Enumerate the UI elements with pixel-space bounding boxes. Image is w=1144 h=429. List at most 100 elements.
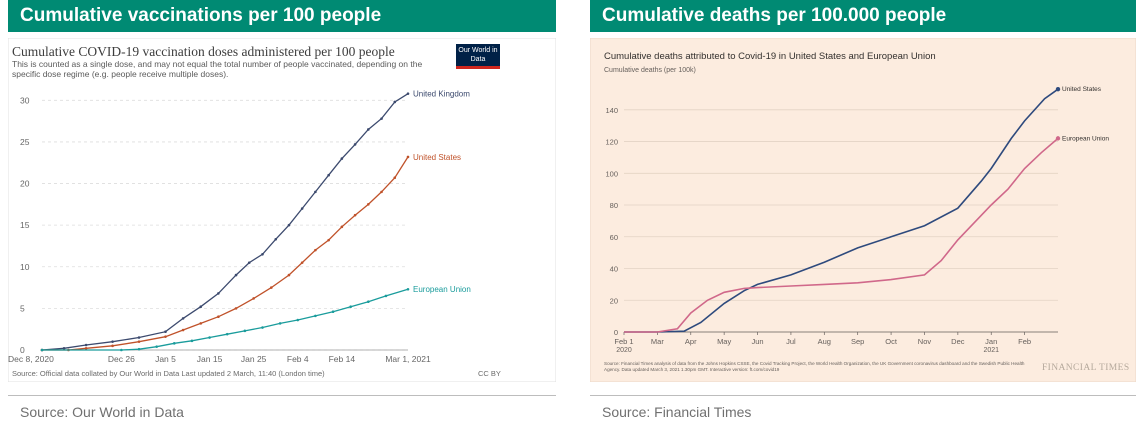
x-tick-label: Dec 26 <box>108 354 135 364</box>
data-point-european-union <box>331 310 335 314</box>
data-point-united-kingdom <box>181 317 185 320</box>
x-tick-year: 2020 <box>616 347 632 354</box>
y-tick-label: 25 <box>20 137 30 147</box>
data-point-united-states <box>252 297 255 300</box>
x-tick-label: May <box>717 337 731 346</box>
data-point-united-kingdom <box>406 92 410 95</box>
data-point-united-states <box>393 176 397 180</box>
x-tick-label: Sep <box>851 337 864 346</box>
data-point-european-union <box>384 294 388 298</box>
series-label-united-kingdom: United Kingdom <box>413 90 470 99</box>
y-tick-label: 20 <box>20 179 30 189</box>
y-axis-label: Cumulative deaths (per 100k) <box>604 67 696 74</box>
data-point-european-union <box>225 332 229 336</box>
x-tick-label: Feb 1 <box>614 337 633 346</box>
data-point-united-kingdom <box>111 340 114 343</box>
data-point-united-states <box>287 273 291 277</box>
left-panel: Cumulative vaccinations per 100 people C… <box>8 0 556 429</box>
series-line-united-states <box>624 88 1059 333</box>
series-label-european-union: European Union <box>1062 135 1109 142</box>
x-tick-label: Nov <box>918 337 932 346</box>
x-tick-label: Jan <box>985 337 997 346</box>
series-end-point-united-states <box>1055 86 1061 92</box>
data-point-united-states <box>367 203 370 206</box>
data-point-united-states <box>327 238 330 242</box>
chart-footer: Source: Financial Times analysis of data… <box>604 361 1025 372</box>
x-tick-year: 2021 <box>983 347 999 354</box>
y-tick-label: 120 <box>605 138 618 147</box>
data-point-united-states <box>217 315 220 319</box>
series-end-point-european-union <box>1055 136 1061 141</box>
data-point-european-union <box>278 322 282 325</box>
chart-footer-source: Source: Official data collated by Our Wo… <box>12 369 325 378</box>
data-point-united-states <box>137 340 141 343</box>
series-label-united-states: United States <box>413 153 461 162</box>
x-tick-label: Jun <box>751 337 763 346</box>
data-point-european-union <box>349 305 352 309</box>
data-point-united-kingdom <box>274 238 278 241</box>
data-point-european-union <box>243 329 247 333</box>
data-point-european-union <box>314 314 317 318</box>
y-tick-label: 0 <box>20 345 25 355</box>
data-point-united-kingdom <box>353 143 357 146</box>
chart-title: Cumulative COVID-19 vaccination doses ad… <box>12 44 395 59</box>
x-tick-label: Aug <box>818 337 831 346</box>
owid-logo-text: Our World in Data <box>458 47 498 63</box>
data-point-united-states <box>380 190 383 194</box>
x-tick-label: Feb 14 <box>329 354 356 364</box>
data-point-european-union <box>208 336 211 339</box>
vaccination-plot: 0 5 10 15 20 25 30 Dec 8, 2020 Dec 26 Jan 5 Jan 15… <box>8 90 471 364</box>
data-point-united-kingdom <box>287 223 291 227</box>
ft-brand: FINANCIAL TIMES <box>1042 363 1130 373</box>
left-header: Cumulative vaccinations per 100 people <box>8 0 556 32</box>
y-tick-label: 0 <box>614 328 618 337</box>
data-point-united-states <box>340 225 344 229</box>
x-tick-label: Oct <box>885 337 898 346</box>
data-point-united-kingdom <box>340 157 344 160</box>
y-tick-label: 60 <box>610 233 618 242</box>
data-point-united-kingdom <box>137 336 141 339</box>
data-point-united-kingdom <box>234 273 238 277</box>
data-point-united-kingdom <box>380 117 383 120</box>
series-line-european-union <box>624 137 1059 333</box>
y-tick-label: 10 <box>20 262 30 272</box>
data-point-european-union <box>120 348 123 352</box>
data-point-european-union <box>190 339 194 343</box>
x-tick-label: Jul <box>786 337 796 346</box>
data-point-united-kingdom <box>199 305 203 309</box>
y-tick-label: 80 <box>610 201 618 210</box>
data-point-united-kingdom <box>247 261 251 264</box>
right-panel: Cumulative deaths per 100.000 people Cum… <box>590 0 1136 429</box>
data-point-united-states <box>406 155 410 159</box>
right-source: Source: Financial Times <box>602 404 752 420</box>
data-point-united-kingdom <box>62 347 66 350</box>
data-point-united-kingdom <box>164 330 167 333</box>
left-divider <box>8 395 556 396</box>
data-point-united-states <box>111 344 114 348</box>
series-line-united-states <box>42 156 409 351</box>
right-header: Cumulative deaths per 100.000 people <box>590 0 1136 32</box>
series-label-united-states: United States <box>1062 86 1102 93</box>
x-tick-label: Jan 5 <box>155 354 176 364</box>
data-point-united-states <box>300 261 304 264</box>
y-tick-label: 15 <box>20 220 30 230</box>
data-point-european-union <box>261 326 264 329</box>
y-tick-label: 30 <box>20 95 30 105</box>
x-tick-label: Dec 8, 2020 <box>8 354 54 364</box>
data-point-united-kingdom <box>300 207 304 210</box>
series-line-european-union <box>42 288 409 351</box>
owid-logo-box <box>456 44 500 68</box>
left-source: Source: Our World in Data <box>20 404 184 420</box>
x-tick-label: Feb <box>1018 337 1031 346</box>
data-point-united-kingdom <box>367 128 370 131</box>
data-point-united-states <box>84 347 88 350</box>
data-point-united-states <box>181 328 185 332</box>
right-divider <box>590 395 1136 396</box>
data-point-united-states <box>353 213 357 217</box>
data-point-european-union <box>155 345 158 348</box>
y-tick-label: 20 <box>610 296 618 305</box>
data-point-united-kingdom <box>261 252 264 256</box>
data-point-united-kingdom <box>327 173 330 177</box>
x-tick-label: Dec <box>951 337 965 346</box>
